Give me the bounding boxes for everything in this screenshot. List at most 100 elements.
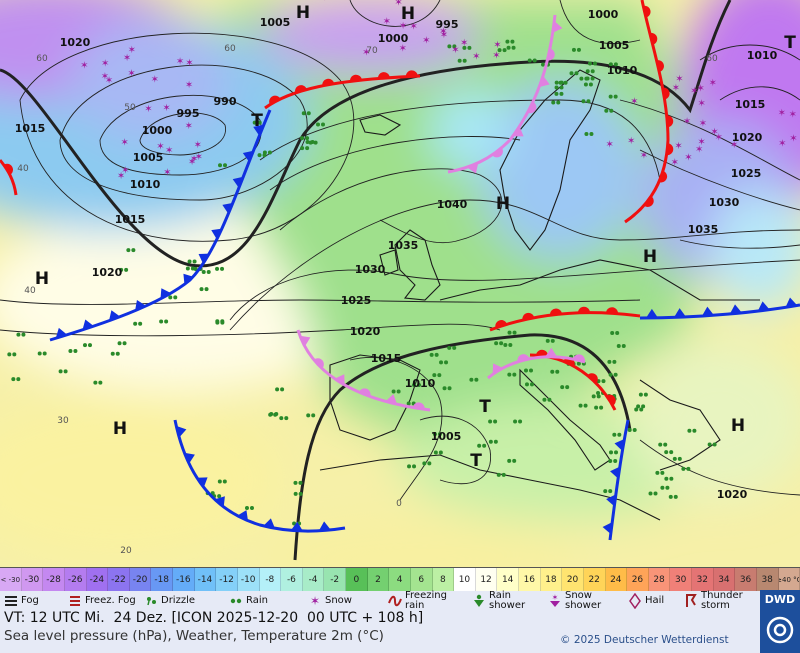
scale-cell: 14 bbox=[497, 568, 519, 591]
isobar-label: 1025 bbox=[731, 167, 762, 180]
legend-item: Freez. Fog bbox=[64, 590, 140, 612]
snow-star: ✶ bbox=[697, 137, 705, 148]
scale-cell: -8 bbox=[259, 568, 282, 591]
snow-star: ✶ bbox=[151, 74, 159, 85]
rain-dot bbox=[199, 287, 204, 292]
isotherm-label: 40 bbox=[24, 286, 36, 296]
rain-dot bbox=[608, 94, 613, 99]
cold-front-marker bbox=[160, 288, 171, 299]
rain-dot bbox=[555, 369, 560, 374]
rain-dot bbox=[609, 108, 614, 113]
legend-item: ✶ Snow shower bbox=[544, 590, 624, 612]
rain-dot bbox=[668, 494, 673, 499]
rain-dot bbox=[462, 45, 467, 50]
isobar bbox=[699, 44, 800, 61]
rain-dot bbox=[512, 458, 517, 463]
cold-front-marker bbox=[198, 253, 210, 264]
rain-dot bbox=[641, 404, 646, 409]
isotherm-label: 30 bbox=[57, 416, 69, 426]
icon-shape bbox=[147, 600, 150, 606]
scale-cell: 22 bbox=[583, 568, 606, 591]
rain-dot bbox=[220, 266, 225, 271]
temperature-field: ✶✶✶✶ ✶✶✶ ✶✶ ✶✶✶✶✶✶✶✶✶✶✶✶✶✶✶✶✶✶✶✶✶✶✶✶✶✶✶✶✶✶✶… bbox=[0, 0, 800, 567]
front-line bbox=[487, 355, 586, 380]
legend-item: Rain bbox=[225, 590, 304, 612]
pressure-center: T bbox=[251, 111, 263, 131]
warm-front-marker bbox=[527, 101, 537, 114]
icon-shape bbox=[629, 593, 641, 609]
scale-cell: 38 bbox=[756, 568, 779, 591]
scale-cell: -28 bbox=[43, 568, 65, 591]
isobar bbox=[679, 239, 800, 249]
isobar-label: 995 bbox=[436, 18, 459, 31]
cold-front-marker bbox=[785, 297, 798, 308]
snow-star: ✶ bbox=[185, 58, 193, 69]
snow-star: ✶ bbox=[394, 0, 402, 8]
isotherm-label: 40 bbox=[17, 164, 29, 174]
warm-front-marker bbox=[666, 115, 674, 128]
scale-cell: -6 bbox=[281, 568, 303, 591]
snow-star: ✶ bbox=[101, 58, 109, 69]
rain-dot bbox=[301, 111, 306, 116]
icon-shape bbox=[70, 596, 80, 606]
isobar bbox=[639, 439, 800, 496]
warm-front-marker bbox=[405, 70, 418, 77]
pressure-center: T bbox=[470, 451, 482, 471]
rain-dot bbox=[612, 432, 617, 437]
logo-ring bbox=[766, 616, 794, 644]
snow-star: ✶ bbox=[190, 154, 198, 165]
cold-front-marker bbox=[602, 522, 613, 535]
rain-dot bbox=[305, 136, 310, 141]
rain-dot bbox=[126, 248, 131, 253]
snow-star: ✶ bbox=[627, 136, 635, 147]
cold-front-marker bbox=[673, 308, 686, 318]
rain-dot bbox=[257, 153, 262, 158]
rain-dot bbox=[632, 427, 637, 432]
rain-dot bbox=[73, 349, 78, 354]
rain-dot bbox=[707, 442, 712, 447]
cold-front-marker bbox=[701, 306, 714, 317]
snow-star: ✶ bbox=[195, 152, 203, 163]
valid-time: VT: 12 UTC Mi. 24 Dez. [ICON 2025-12-20 … bbox=[4, 610, 424, 626]
rain-dot bbox=[223, 163, 228, 168]
rain-dot bbox=[596, 394, 601, 399]
scale-cell: 12 bbox=[475, 568, 498, 591]
rain-dot bbox=[462, 58, 467, 63]
rain-dot bbox=[613, 62, 618, 67]
snow-star: ✶ bbox=[698, 98, 706, 109]
rain-dot bbox=[507, 458, 512, 463]
warm-front-marker bbox=[377, 72, 390, 79]
rain-dot bbox=[643, 392, 648, 397]
isobar bbox=[0, 299, 641, 305]
rain-dot bbox=[16, 377, 21, 382]
scale-cell: 30 bbox=[670, 568, 692, 591]
rain-dot bbox=[412, 464, 417, 469]
warm-front-marker bbox=[656, 60, 664, 72]
isobar bbox=[269, 136, 521, 191]
cold-front-marker bbox=[253, 124, 264, 136]
legend-label: Snow bbox=[325, 595, 352, 606]
rain-dot bbox=[655, 470, 660, 475]
rain-dot bbox=[311, 413, 316, 418]
rain-dot bbox=[615, 330, 620, 335]
rain-dot bbox=[576, 47, 581, 52]
rain-dot bbox=[432, 373, 437, 378]
snow-star: ✶ bbox=[709, 78, 717, 89]
isobar-label: 1020 bbox=[350, 325, 381, 338]
rain-dot bbox=[692, 428, 697, 433]
rain-dot bbox=[592, 61, 597, 66]
rain-dot bbox=[554, 85, 559, 90]
rain-dot bbox=[210, 491, 215, 496]
isotherm-label: 60 bbox=[706, 54, 718, 64]
map: ✶✶✶✶ ✶✶✶ ✶✶ ✶✶✶✶✶✶✶✶✶✶✶✶✶✶✶✶✶✶✶✶✶✶✶✶✶✶✶✶✶✶✶… bbox=[0, 0, 800, 567]
isobar-label: 1010 bbox=[607, 64, 638, 77]
rain-dot bbox=[58, 369, 63, 374]
warm-front-marker bbox=[412, 402, 425, 410]
rain-dot bbox=[82, 343, 87, 348]
scale-cell: 26 bbox=[627, 568, 649, 591]
rain-dot bbox=[608, 458, 613, 463]
weather-legend: Fog Freez. Fog Drizzle Rain ✶ Snow Freezing ra… bbox=[0, 590, 760, 612]
rain-dot bbox=[244, 505, 249, 510]
icon-shape bbox=[152, 600, 156, 604]
rain-dot bbox=[427, 461, 432, 466]
